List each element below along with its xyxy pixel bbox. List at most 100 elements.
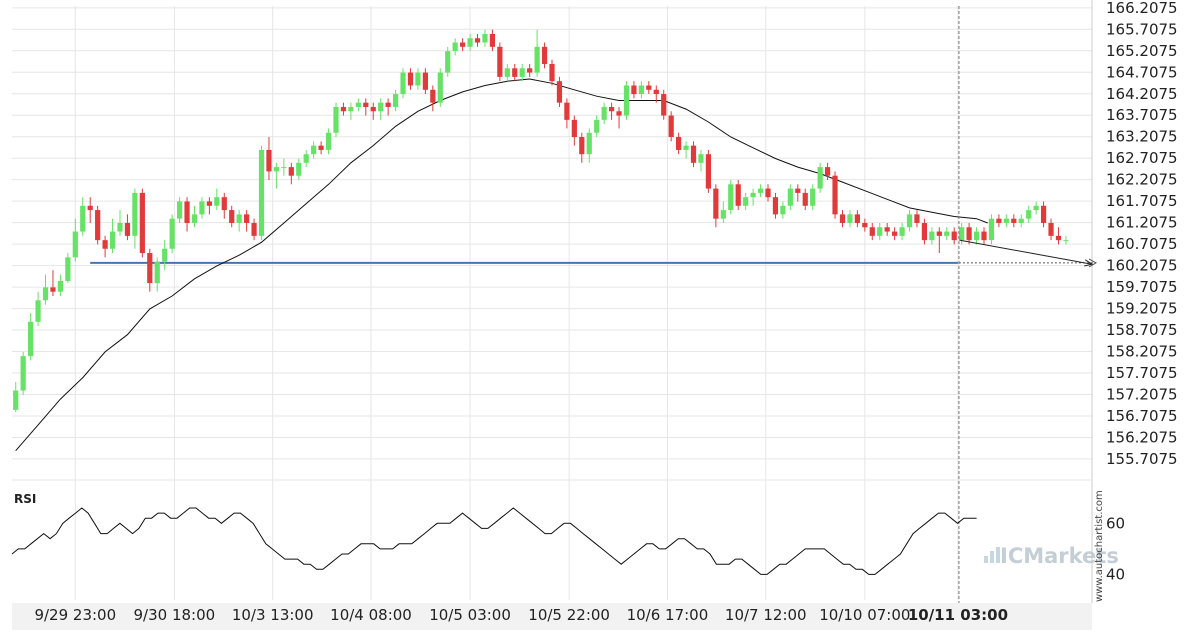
candle-body xyxy=(616,111,622,116)
candle-body xyxy=(824,167,831,176)
trend-projection-line xyxy=(959,239,1093,265)
bullish-candle xyxy=(273,162,280,189)
bearish-candle xyxy=(541,42,548,69)
candle-body xyxy=(676,137,682,150)
candle-body xyxy=(28,321,34,357)
candle-body xyxy=(251,222,257,236)
bullish-candle xyxy=(750,188,756,206)
candle-body xyxy=(20,356,26,391)
candlestick-layer xyxy=(13,29,1069,412)
candle-body xyxy=(109,231,116,249)
candle-body xyxy=(959,227,965,241)
bullish-candle xyxy=(482,29,488,47)
projection-layer xyxy=(958,6,1098,603)
candle-body xyxy=(378,102,384,112)
bearish-candle xyxy=(527,64,533,77)
candle-body xyxy=(445,51,451,73)
candle-body xyxy=(884,227,890,232)
bearish-candle xyxy=(966,222,972,245)
candle-body xyxy=(147,253,153,284)
candle-body xyxy=(519,68,525,77)
time-tick-label: 10/6 17:00 xyxy=(627,606,709,624)
bullish-candle xyxy=(519,64,525,82)
watermark-credit: www.autochartist.com xyxy=(1094,490,1105,602)
candle-body xyxy=(780,205,786,215)
bearish-candle xyxy=(1040,201,1047,228)
candle-body xyxy=(437,72,443,103)
bearish-candle xyxy=(653,85,659,103)
candle-body xyxy=(266,149,272,172)
bearish-candle xyxy=(735,180,741,211)
bearish-candle xyxy=(244,210,250,232)
bullish-candle xyxy=(42,274,49,305)
bullish-candle xyxy=(1003,214,1009,228)
bullish-candle xyxy=(810,184,816,211)
candle-body xyxy=(683,145,689,150)
candle-body xyxy=(698,154,704,163)
bullish-candle xyxy=(80,197,86,236)
candle-body xyxy=(191,214,198,223)
candle-body xyxy=(474,38,481,43)
candle-body xyxy=(936,231,942,236)
forecast-arrowhead xyxy=(1088,258,1098,268)
bearish-candle xyxy=(512,64,518,82)
candle-body xyxy=(839,214,846,223)
candle-body xyxy=(407,72,414,86)
bearish-candle xyxy=(884,222,890,236)
candle-body xyxy=(556,81,563,103)
candle-body xyxy=(743,197,749,206)
bullish-candle xyxy=(445,46,451,77)
bullish-candle xyxy=(787,184,793,211)
bullish-candle xyxy=(117,210,123,236)
bearish-candle xyxy=(795,184,801,202)
candle-body xyxy=(847,214,853,223)
candle-body xyxy=(973,231,980,241)
bearish-candle xyxy=(631,81,637,99)
candle-body xyxy=(318,145,324,150)
price-tick-label: 163.7075 xyxy=(1106,106,1178,124)
candle-body xyxy=(668,115,674,138)
bullish-candle xyxy=(154,257,160,292)
price-tick-label: 157.2075 xyxy=(1106,385,1178,403)
bearish-candle xyxy=(668,111,674,142)
candle-body xyxy=(504,68,510,77)
bearish-candle xyxy=(474,33,481,47)
bullish-candle xyxy=(65,253,71,284)
candle-body xyxy=(690,145,697,163)
candle-body xyxy=(258,149,265,236)
candle-body xyxy=(117,222,123,232)
bullish-candle xyxy=(348,102,354,120)
candle-body xyxy=(1011,218,1017,223)
candle-body xyxy=(966,227,972,241)
candle-body xyxy=(720,210,726,219)
candle-body xyxy=(795,188,801,193)
candle-body xyxy=(772,197,779,215)
price-tick-label: 162.2075 xyxy=(1106,171,1178,189)
candle-body xyxy=(1026,210,1032,219)
bullish-candle xyxy=(333,102,339,138)
price-tick-label: 163.2075 xyxy=(1106,128,1178,146)
bearish-candle xyxy=(363,98,369,116)
bearish-candle xyxy=(266,137,272,180)
bullish-candle xyxy=(132,188,138,249)
price-tick-label: 164.7075 xyxy=(1106,63,1178,81)
candle-body xyxy=(631,85,637,95)
bearish-candle xyxy=(661,89,667,120)
bearish-candle xyxy=(921,218,928,245)
bearish-candle xyxy=(832,171,838,219)
candle-body xyxy=(594,119,600,133)
bearish-candle xyxy=(713,184,719,228)
bearish-candle xyxy=(690,141,697,168)
price-tick-label: 156.2075 xyxy=(1106,428,1178,446)
candle-body xyxy=(497,46,503,77)
bullish-candle xyxy=(973,227,980,245)
candle-body xyxy=(810,188,816,206)
bearish-candle xyxy=(549,59,555,86)
bullish-candle xyxy=(944,227,950,241)
candle-body xyxy=(325,132,332,150)
time-tick-label: 9/30 18:00 xyxy=(134,606,216,624)
bullish-candle xyxy=(191,205,198,228)
candle-body xyxy=(333,106,339,133)
